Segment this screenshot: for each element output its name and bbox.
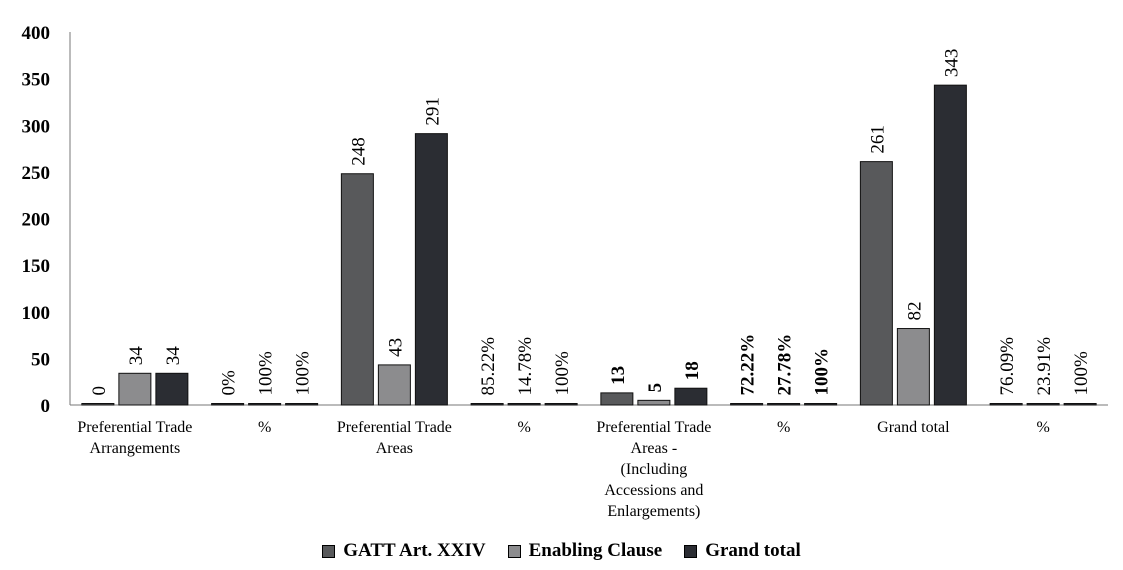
bar [118, 372, 152, 406]
data-label: 5 [645, 383, 666, 393]
x-tick-label: Arrangements [90, 440, 181, 457]
y-tick-label: 100 [22, 303, 51, 324]
bar [155, 372, 189, 406]
data-label: 100% [552, 351, 573, 396]
bar [248, 403, 282, 406]
legend-item: Enabling Clause [507, 540, 663, 562]
data-label: 13 [608, 366, 629, 385]
bar [896, 328, 930, 406]
bar [470, 403, 504, 406]
x-tick-label: % [777, 419, 790, 436]
data-label: 100% [1071, 351, 1092, 396]
data-label: 343 [941, 49, 962, 78]
bar [211, 403, 245, 406]
bar [600, 392, 634, 406]
legend-item: GATT Art. XXIV [322, 540, 486, 562]
data-label: 14.78% [515, 337, 536, 396]
data-label: 43 [385, 338, 406, 357]
bar [81, 403, 115, 406]
x-tick-label: (Including [621, 461, 688, 478]
bar [340, 173, 374, 406]
data-label: 27.78% [775, 334, 796, 396]
bar-chart: 0 50 100 150 200 250 300 350 400 0 34 34 Preferentia… [22, 23, 1108, 520]
x-tick-label: Areas - [631, 440, 678, 457]
bar [414, 133, 448, 406]
y-tick-label: 150 [22, 256, 51, 277]
legend-swatch [507, 544, 521, 558]
legend-swatch [684, 544, 698, 558]
data-label: 18 [682, 361, 703, 380]
x-tick-label: Accessions and [604, 482, 703, 499]
data-label: 23.91% [1034, 337, 1055, 396]
x-tick-label: Preferential Trade [77, 419, 192, 436]
x-tick-label: Areas [376, 440, 413, 457]
bar [767, 403, 801, 406]
data-label: 34 [126, 346, 147, 366]
y-tick-label: 50 [31, 349, 50, 370]
data-label: 0 [89, 386, 110, 396]
data-label: 248 [348, 137, 369, 166]
x-tick-label: % [258, 419, 271, 436]
y-tick-label: 300 [22, 116, 51, 137]
bar [989, 403, 1023, 406]
data-label: 85.22% [478, 337, 499, 396]
y-tick-label: 200 [22, 210, 51, 231]
legend-label: Grand total [705, 540, 801, 561]
bar [637, 399, 671, 406]
bar [377, 364, 411, 406]
data-label: 34 [163, 346, 184, 366]
data-label: 82 [904, 302, 925, 321]
legend-label: Enabling Clause [528, 540, 663, 561]
x-tick-label: Preferential Trade [596, 419, 711, 436]
bar [285, 403, 319, 406]
bar [674, 387, 708, 406]
x-tick-label: Preferential Trade [337, 419, 452, 436]
y-tick-label: 400 [22, 23, 51, 44]
bar [544, 403, 578, 406]
bar [859, 161, 893, 406]
x-tick-label: % [1036, 419, 1049, 436]
y-tick-label: 350 [22, 70, 51, 91]
data-label: 100% [293, 351, 314, 396]
data-label: 100% [256, 351, 277, 396]
y-tick-label: 250 [22, 163, 51, 184]
y-tick-label: 0 [41, 396, 51, 417]
data-label: 291 [422, 97, 443, 126]
legend-label: GATT Art. XXIV [343, 540, 486, 561]
bar [933, 84, 967, 406]
data-label: 261 [867, 125, 888, 154]
x-tick-label: Enlargements) [607, 503, 700, 520]
data-label: 72.22% [738, 334, 759, 396]
x-tick-label: Grand total [877, 419, 950, 436]
legend-swatch [322, 544, 336, 558]
bar [1026, 403, 1060, 406]
bar [507, 403, 541, 406]
data-label: 100% [812, 348, 833, 396]
x-tick-label: % [517, 419, 530, 436]
legend-item: Grand total [684, 540, 801, 562]
bar [1063, 403, 1097, 406]
legend: GATT Art. XXIV Enabling Clause Grand total [0, 540, 1123, 562]
bar [730, 403, 764, 406]
data-label: 76.09% [997, 337, 1018, 396]
bar [804, 403, 838, 406]
data-label: 0% [219, 370, 240, 396]
